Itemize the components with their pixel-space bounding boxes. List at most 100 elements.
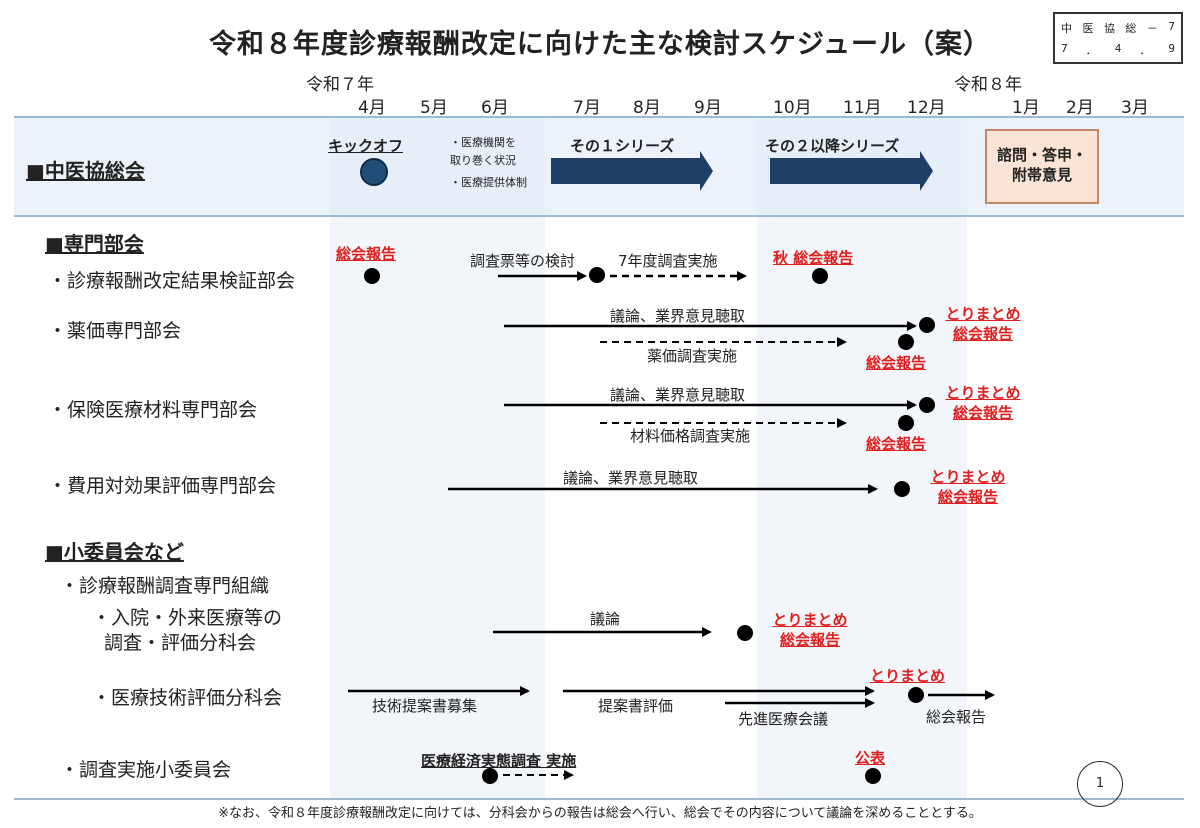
hiyo-dot	[894, 481, 910, 497]
footer-rule	[14, 798, 1184, 800]
hiyo-report-line: 総会報告	[937, 488, 998, 506]
zairyo-report-bottom: 総会報告	[866, 435, 927, 453]
kensho-text1: 調査票等の検討	[470, 252, 576, 270]
nyuin-label: ・入院・外来医療等の 調査・評価分科会	[92, 606, 282, 656]
gijutsu-matome: とりまとめ	[870, 667, 946, 685]
gijutsu-text2: 提案書評価	[598, 697, 674, 715]
zairyo-matome-line: とりまとめ	[945, 384, 1021, 402]
month-label: 11月	[843, 98, 882, 118]
hiyo-matome-line: とりまとめ	[930, 468, 1006, 486]
yakka-matome: とりまとめ 総会報告	[938, 304, 1028, 344]
nyuin-matome: とりまとめ 総会報告	[764, 610, 856, 650]
series1-block-arrow	[551, 151, 713, 191]
kensho-dot	[364, 268, 380, 284]
gijutsu-dot	[908, 687, 924, 703]
stamp-char: ．	[1139, 44, 1151, 57]
nyuin-label-line: 調査・評価分科会	[104, 632, 257, 654]
chuikyo-note-line: ・医療機関を	[450, 136, 516, 149]
series2-block-arrow	[770, 151, 933, 191]
nyuin-report-line: 総会報告	[779, 631, 840, 649]
page-number: 1	[1077, 761, 1123, 807]
nyuin-dot	[737, 625, 753, 641]
series2-label: その２以降シリーズ	[765, 137, 900, 155]
kickoff-label: キックオフ	[328, 137, 404, 155]
section-rule	[14, 215, 1184, 217]
stamp-char: 7	[1061, 42, 1068, 55]
hiyo-matome: とりまとめ 総会報告	[922, 467, 1014, 507]
timeline-band-second	[757, 117, 967, 800]
month-label: 8月	[633, 98, 661, 118]
month-label: 4月	[358, 98, 386, 118]
stamp-char: 4	[1114, 42, 1122, 55]
kickoff-marker	[360, 158, 388, 186]
stamp-char: 協	[1103, 22, 1115, 35]
yakka-report-line: 総会報告	[952, 325, 1013, 343]
month-label: 5月	[420, 98, 448, 118]
month-label: 6月	[481, 98, 509, 118]
kensho-text2: 7年度調査実施	[618, 252, 718, 270]
footnote: ※なお、令和８年度診療報酬改定に向けては、分科会からの報告は総会へ行い、総会でそ…	[218, 806, 982, 821]
month-label: 3月	[1121, 98, 1149, 118]
stamp-char: 中	[1061, 22, 1072, 35]
chuikyo-note-line: 取り巻く状況	[450, 154, 516, 167]
gijutsu-text1: 技術提案書募集	[372, 697, 478, 715]
stamp-char: 7	[1168, 20, 1175, 33]
recommendation-line: 附帯意見	[1011, 166, 1072, 184]
hiyo-label: ・費用対効果評価専門部会	[48, 475, 277, 497]
chosa-label: ・調査実施小委員会	[60, 759, 232, 781]
document-stamp: 中 医 協 総 － 7 7 ． 4 ． 9	[1053, 12, 1183, 64]
era-label-end: 令和８年	[954, 75, 1022, 95]
stamp-char: －	[1146, 22, 1158, 35]
kensho-dot	[812, 268, 828, 284]
kensho-report-left: 総会報告	[336, 245, 397, 263]
yakka-dashed-text: 薬価調査実施	[647, 347, 738, 365]
month-label: 12月	[907, 98, 946, 118]
chuikyo-heading: ■中医協総会	[26, 159, 145, 183]
nyuin-text: 議論	[590, 610, 621, 628]
hiyo-solid-text: 議論、業界意見聴取	[563, 469, 699, 487]
recommendation-line: 諮問・答申・	[996, 146, 1087, 164]
chosa-survey-text: 医療経済実態調査 実施	[421, 752, 577, 770]
yakka-report-bottom: 総会報告	[866, 354, 927, 372]
timeline-band-first	[330, 117, 545, 800]
series1-label: その１シリーズ	[570, 137, 675, 155]
chosa-dot	[482, 768, 498, 784]
shoiinkai-heading: ■小委員会など	[45, 540, 184, 564]
zairyo-solid-text: 議論、業界意見聴取	[610, 386, 746, 404]
stamp-char: ．	[1085, 44, 1097, 57]
nyuin-matome-line: とりまとめ	[772, 611, 848, 629]
gijutsu-report: 総会報告	[926, 708, 987, 726]
chosa-dot	[865, 768, 881, 784]
zairyo-matome: とりまとめ 総会報告	[938, 383, 1028, 423]
chuikyo-note: ・医療機関を 取り巻く状況 ・医療提供体制	[450, 134, 527, 192]
chosa-publish: 公表	[855, 749, 886, 767]
nyuin-label-line: ・入院・外来医療等の	[92, 607, 283, 629]
stamp-char: 医	[1082, 22, 1094, 35]
yakka-matome-line: とりまとめ	[945, 305, 1021, 323]
stamp-char: 総	[1125, 22, 1137, 35]
soshiki-label: ・診療報酬調査専門組織	[60, 575, 270, 597]
header-rule	[14, 116, 1184, 118]
page-title: 令和８年度診療報酬改定に向けた主な検討スケジュール（案）	[208, 29, 992, 60]
senmon-heading: ■専門部会	[45, 232, 144, 256]
month-label: 9月	[694, 98, 722, 118]
yakka-dot	[898, 334, 914, 350]
kensho-label: ・診療報酬改定結果検証部会	[48, 270, 296, 292]
recommendation-box: 諮問・答申・ 附帯意見	[985, 129, 1099, 204]
chuikyo-note-line: ・医療提供体制	[450, 176, 527, 189]
month-label: 1月	[1012, 98, 1040, 118]
zairyo-report-line: 総会報告	[952, 404, 1013, 422]
stamp-char: 9	[1168, 42, 1175, 55]
zairyo-dot	[898, 415, 914, 431]
yakka-label: ・薬価専門部会	[48, 320, 182, 342]
zairyo-dashed-text: 材料価格調査実施	[630, 427, 751, 445]
kensho-dot	[589, 267, 605, 283]
gijutsu-label: ・医療技術評価分科会	[92, 687, 283, 709]
yakka-dot	[919, 317, 935, 333]
kensho-report-right: 秋 総会報告	[773, 249, 854, 267]
era-label-start: 令和７年	[306, 75, 374, 95]
zairyo-label: ・保険医療材料専門部会	[48, 399, 258, 421]
month-label: 10月	[773, 98, 812, 118]
gijutsu-text3: 先進医療会議	[738, 710, 829, 728]
